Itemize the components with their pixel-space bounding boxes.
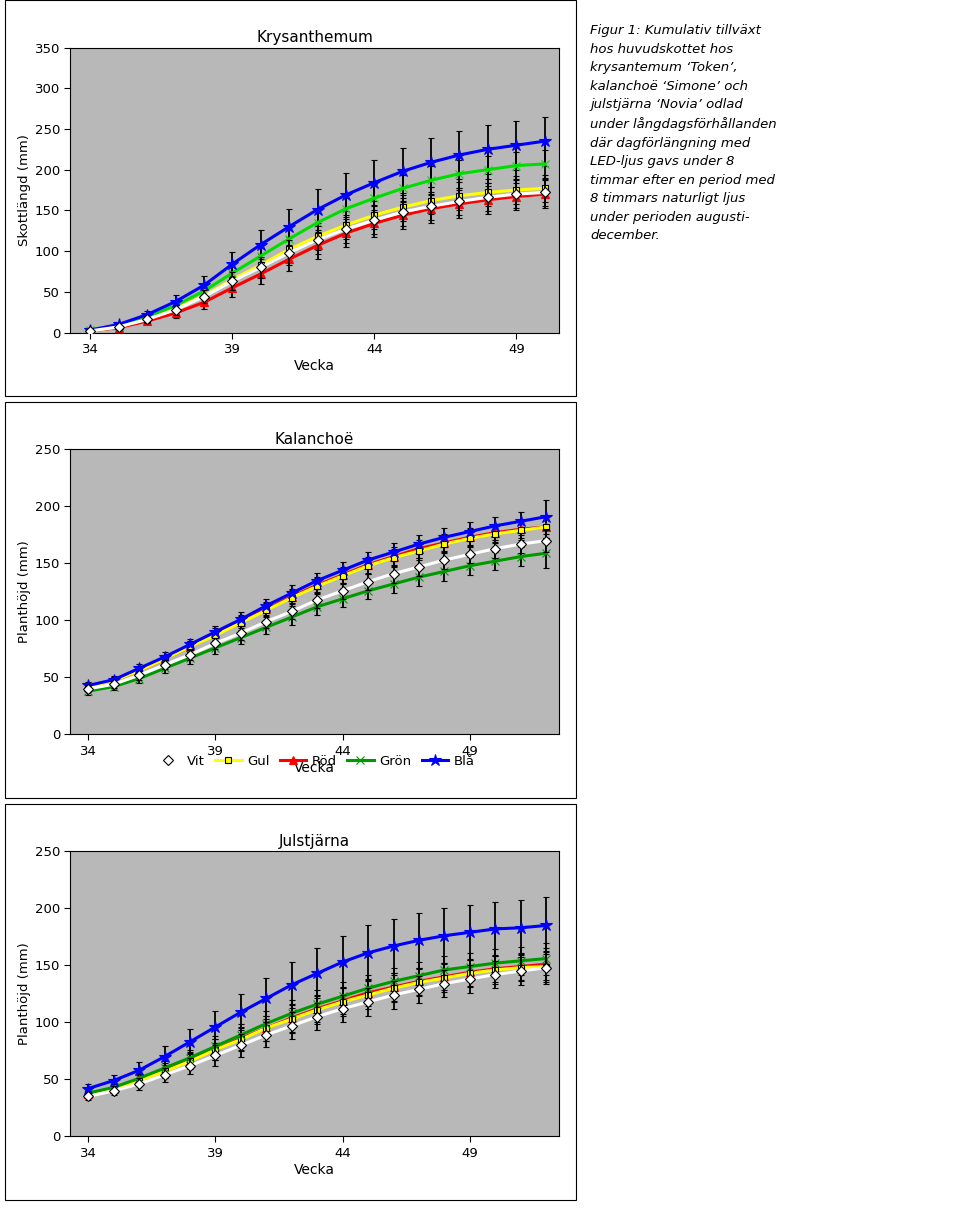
- Y-axis label: Skottlängd (mm): Skottlängd (mm): [17, 134, 31, 246]
- X-axis label: Vecka: Vecka: [294, 1163, 335, 1177]
- Legend: Vit, Gul, Röd, Grön, Blå: Vit, Gul, Röd, Grön, Blå: [150, 749, 480, 773]
- X-axis label: Vecka: Vecka: [294, 761, 335, 775]
- Title: Krysanthemum: Krysanthemum: [256, 30, 373, 45]
- Title: Julstjärna: Julstjärna: [279, 834, 350, 849]
- Y-axis label: Planthöjd (mm): Planthöjd (mm): [17, 943, 31, 1045]
- Text: Figur 1: Kumulativ tillväxt
hos huvudskottet hos
krysantemum ‘Token’,
kalanchoë : Figur 1: Kumulativ tillväxt hos huvudsko…: [590, 24, 777, 242]
- Y-axis label: Planthöjd (mm): Planthöjd (mm): [17, 541, 31, 643]
- X-axis label: Vecka: Vecka: [294, 359, 335, 373]
- Title: Kalanchoë: Kalanchoë: [275, 432, 354, 447]
